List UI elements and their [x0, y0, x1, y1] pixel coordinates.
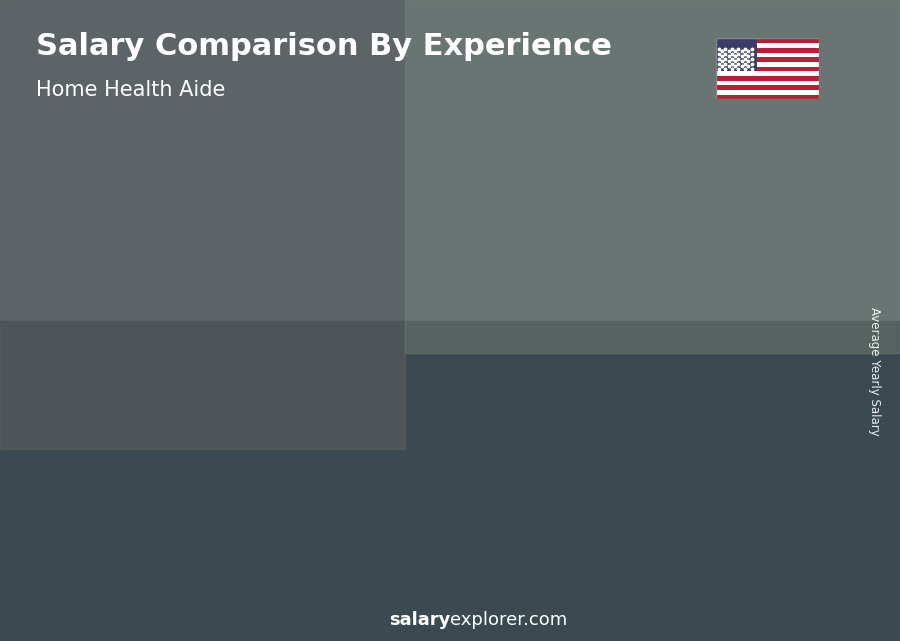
- Bar: [716, 43, 819, 48]
- Text: +34%: +34%: [150, 328, 214, 347]
- Bar: [212, 386, 279, 558]
- Polygon shape: [86, 428, 165, 429]
- Text: 54,100 USD: 54,100 USD: [184, 401, 262, 415]
- Bar: [716, 48, 819, 53]
- Polygon shape: [467, 247, 545, 248]
- Polygon shape: [788, 191, 800, 558]
- Polygon shape: [594, 219, 673, 221]
- Polygon shape: [212, 385, 292, 386]
- Bar: [721, 192, 788, 558]
- Text: +22%: +22%: [405, 190, 468, 210]
- Bar: [716, 85, 819, 90]
- Text: 79,900 USD: 79,900 USD: [310, 321, 390, 334]
- Bar: [716, 67, 819, 71]
- Polygon shape: [406, 303, 419, 558]
- Bar: [405, 0, 900, 353]
- Bar: [716, 76, 819, 81]
- Bar: [716, 38, 757, 71]
- Polygon shape: [721, 191, 800, 192]
- Text: 106,000 USD: 106,000 USD: [561, 240, 648, 253]
- Text: 97,400 USD: 97,400 USD: [438, 265, 517, 278]
- Bar: [0, 0, 405, 449]
- Bar: [0, 0, 900, 320]
- FancyArrowPatch shape: [381, 237, 488, 296]
- Text: Average Yearly Salary: Average Yearly Salary: [868, 308, 881, 436]
- Text: Salary Comparison By Experience: Salary Comparison By Experience: [36, 32, 612, 61]
- Text: explorer.com: explorer.com: [450, 612, 567, 629]
- Bar: [716, 62, 819, 67]
- Polygon shape: [152, 428, 165, 558]
- Bar: [716, 38, 819, 43]
- Bar: [716, 71, 819, 76]
- FancyArrowPatch shape: [253, 295, 361, 378]
- Text: Home Health Aide: Home Health Aide: [36, 80, 225, 100]
- FancyArrowPatch shape: [127, 374, 234, 422]
- Polygon shape: [279, 385, 292, 558]
- Polygon shape: [661, 219, 673, 558]
- Bar: [594, 221, 661, 558]
- Text: salary: salary: [389, 612, 450, 629]
- Bar: [340, 303, 406, 558]
- Bar: [716, 53, 819, 57]
- Polygon shape: [533, 247, 545, 558]
- Bar: [716, 95, 819, 99]
- FancyArrowPatch shape: [508, 206, 616, 241]
- Text: +8%: +8%: [666, 144, 716, 163]
- Bar: [716, 57, 819, 62]
- Bar: [716, 90, 819, 95]
- Bar: [86, 429, 152, 558]
- Text: +9%: +9%: [539, 170, 589, 188]
- FancyArrowPatch shape: [635, 178, 742, 213]
- Bar: [0, 320, 900, 641]
- Text: 115,000 USD: 115,000 USD: [698, 211, 785, 224]
- Bar: [716, 81, 819, 85]
- Text: 40,500 USD: 40,500 USD: [51, 418, 130, 431]
- Text: +48%: +48%: [278, 240, 341, 259]
- Bar: [467, 248, 533, 558]
